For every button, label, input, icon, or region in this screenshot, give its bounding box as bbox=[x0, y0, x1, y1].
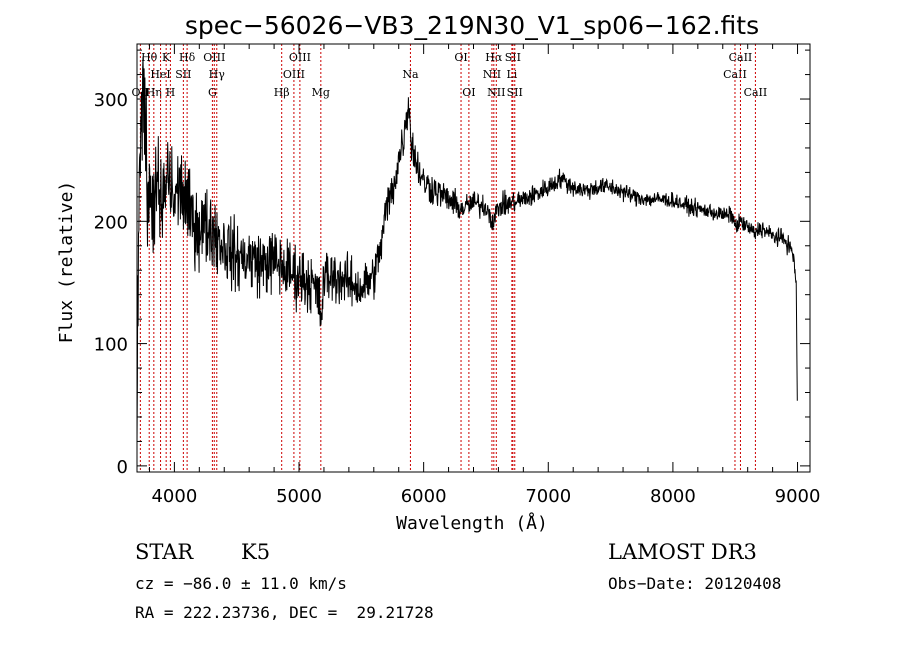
x-tick-label: 9000 bbox=[775, 486, 821, 507]
line-marker-label: Hδ bbox=[179, 51, 196, 64]
line-marker-label: OIII bbox=[283, 68, 305, 81]
line-marker-label: H bbox=[166, 86, 176, 99]
line-marker-label: OI bbox=[462, 86, 475, 99]
y-axis-label: Flux (relative) bbox=[56, 181, 77, 344]
line-marker-label: SII bbox=[175, 68, 191, 81]
x-tick-label: 6000 bbox=[401, 486, 447, 507]
line-marker-label: G bbox=[208, 86, 217, 99]
line-marker-label: Na bbox=[402, 68, 419, 81]
line-marker-label: OIII bbox=[289, 51, 311, 64]
line-marker-label: NII bbox=[487, 86, 505, 99]
y-tick-label: 100 bbox=[94, 335, 128, 356]
line-marker-label: K bbox=[162, 51, 171, 64]
line-marker-label: Hη bbox=[146, 86, 162, 99]
axis-ticks: 4000 5000 6000 7000 8000 9000 0 100 200 300 bbox=[94, 44, 821, 507]
line-marker-label: Mg bbox=[312, 86, 330, 99]
line-marker-label: CaII bbox=[744, 86, 768, 99]
line-marker-label: OI bbox=[454, 51, 467, 64]
line-marker-label: CaII bbox=[729, 51, 753, 64]
y-tick-label: 200 bbox=[94, 212, 128, 233]
x-axis-label: Wavelength (Å) bbox=[396, 512, 548, 534]
line-marker-label: Hγ bbox=[209, 68, 226, 81]
chart-title: spec−56026−VB3_219N30_V1_sp06−162.fits bbox=[185, 11, 759, 40]
observation-date: Obs−Date: 20120408 bbox=[608, 574, 782, 593]
x-tick-label: 8000 bbox=[650, 486, 696, 507]
sky-coordinates: RA = 222.23736, DEC = 29.21728 bbox=[135, 603, 434, 622]
x-tick-label: 4000 bbox=[151, 486, 197, 507]
line-marker-label: SII bbox=[505, 51, 521, 64]
y-tick-label: 300 bbox=[94, 90, 128, 111]
redshift-value: cz = −86.0 ± 11.0 km/s bbox=[135, 574, 347, 593]
spectrum-line bbox=[136, 56, 798, 445]
line-marker-label: Li bbox=[506, 68, 517, 81]
spectral-subclass: K5 bbox=[241, 540, 271, 564]
x-tick-label: 5000 bbox=[276, 486, 322, 507]
line-marker-label: Hα bbox=[485, 51, 503, 64]
y-tick-label: 0 bbox=[117, 457, 128, 478]
line-marker-label: OIII bbox=[203, 51, 225, 64]
object-class: STAR bbox=[135, 540, 194, 564]
line-marker-label: SII bbox=[507, 86, 523, 99]
survey-name: LAMOST DR3 bbox=[608, 540, 757, 564]
line-marker-label: HeI bbox=[150, 68, 170, 81]
spectral-line-markers: OIIHθHηHeIKHSIIHδGOIIIHγHβOIIIOIIIMgNaOI… bbox=[132, 44, 768, 472]
line-marker-label: Hθ bbox=[141, 51, 158, 64]
line-marker-label: Hβ bbox=[274, 86, 290, 99]
line-marker-label: CaII bbox=[723, 68, 747, 81]
line-marker-label: NII bbox=[483, 68, 501, 81]
x-tick-label: 7000 bbox=[525, 486, 571, 507]
spectrum-series bbox=[136, 56, 798, 445]
